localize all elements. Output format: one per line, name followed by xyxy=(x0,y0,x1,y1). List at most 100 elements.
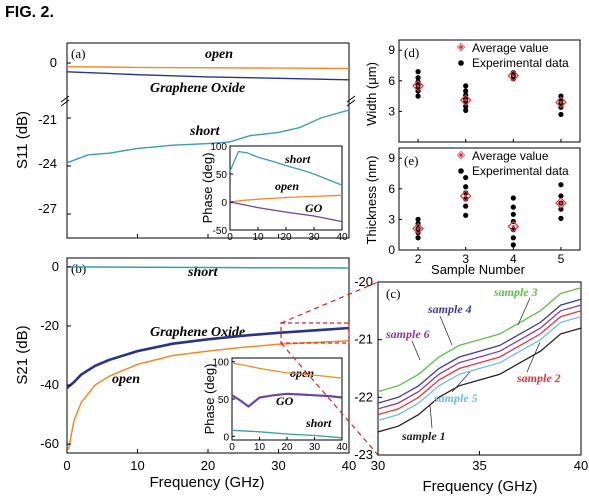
sample-label-pointers xyxy=(411,297,541,429)
panel-d-ytick-label: 9 xyxy=(388,43,395,57)
panel-b-series-graphene-oxide xyxy=(66,326,350,389)
panel-a-ytick: -24 xyxy=(38,156,57,171)
panel-d-experimental-point xyxy=(463,107,469,113)
panel-e-average-marker xyxy=(507,220,520,233)
figure-title: FIG. 2. xyxy=(5,4,54,21)
panel-d-average-point xyxy=(416,84,420,88)
panel-e-frame xyxy=(398,147,581,251)
panel-e-average-marker xyxy=(555,197,567,209)
panel-e-experimental-point xyxy=(415,230,421,236)
panel-e-experimental-point xyxy=(558,215,564,221)
panel-b-ylabel: S21 (dB) xyxy=(14,325,31,384)
panel-d-average-marker xyxy=(459,94,472,107)
panel-a-inset-ytick-label: 100 xyxy=(210,142,227,153)
experimental-marker-icon xyxy=(458,60,464,66)
panel-b-zoom-box xyxy=(280,322,350,344)
panel-d-ytick-label: 6 xyxy=(388,74,395,88)
panel-d-experimental-point xyxy=(415,69,421,75)
panel-a-ytick: -27 xyxy=(38,201,57,216)
panel-e-experimental-point xyxy=(463,203,469,209)
panel-c-series-sample-2 xyxy=(377,310,582,416)
panel-a-inset-ytick-label: 50 xyxy=(216,170,228,181)
panel-b-annotation-open: open xyxy=(112,372,140,387)
panel-a-inset-ytick-label: 0 xyxy=(221,198,227,209)
panel-b-ytick-label: -40 xyxy=(40,377,59,392)
panel-e-label: (e) xyxy=(404,153,418,168)
panel-e-ytick-label: 0 xyxy=(388,243,395,257)
sample-4-label: sample 4 xyxy=(427,302,472,316)
panel-a-ytick: 0 xyxy=(50,55,57,70)
panel-e-ytick-label: 3 xyxy=(388,212,395,226)
panel-d-average-marker xyxy=(507,69,520,82)
panel-d-ytick-label: 3 xyxy=(388,104,395,118)
sample-2-label: sample 2 xyxy=(516,371,561,385)
panel-a-inset-annotation-go: GO xyxy=(305,201,323,215)
panel-c-series-sample-5 xyxy=(377,315,582,422)
panel-a-annotation-open: open xyxy=(205,47,233,62)
panel-d-experimental-point xyxy=(415,79,421,85)
panel-e-average-marker xyxy=(412,222,424,235)
panel-d-experimental-point xyxy=(415,93,421,99)
panel-e-xtick-label: 5 xyxy=(558,252,565,266)
panel-e-experimental-point xyxy=(463,184,469,190)
panel-a: (a) S11 (dB) 0 -21 -24 -27 open Graphene… xyxy=(14,42,356,243)
panel-a-label: (a) xyxy=(71,46,85,61)
panel-a-inset-series-go xyxy=(229,201,343,223)
sample-6-label: sample 6 xyxy=(385,327,430,341)
panel-e-experimental-point xyxy=(558,206,564,212)
zoom-connectors xyxy=(280,281,379,456)
panel-b-inset-xtick-label: 10 xyxy=(254,442,266,453)
panel-a-inset-xtick-label: 0 xyxy=(227,232,233,243)
panel-d-experimental-point xyxy=(463,103,469,109)
panel-b-ytick-label: -60 xyxy=(40,436,59,451)
panel-e-experimental-point xyxy=(463,212,469,218)
panel-e-xtick-label: 4 xyxy=(510,252,517,266)
zoom-connector-bottom xyxy=(280,342,379,456)
panel-a-axis-break xyxy=(60,95,356,107)
panel-b-inset-ytick-label: 50 xyxy=(218,395,230,406)
panel-b-xtick-label: 10 xyxy=(130,458,144,473)
panel-a-inset-xtick-label: 40 xyxy=(336,232,348,243)
panel-d-average-marker xyxy=(412,80,424,92)
panel-a-inset-annotation-open: open xyxy=(275,179,299,193)
panel-d-experimental-point xyxy=(415,75,421,81)
panel-c-ytick-label: -22 xyxy=(354,389,373,404)
panel-b-xtick-label: 40 xyxy=(342,458,356,473)
panel-d-legend-experimental: Experimental data xyxy=(472,56,569,70)
panel-b-inset-xtick-label: 20 xyxy=(281,442,293,453)
panel-a-inset-annotation-short: short xyxy=(284,152,311,166)
panel-d-experimental-point xyxy=(463,83,469,89)
panel-a-inset-xtick-label: 20 xyxy=(280,232,292,243)
panel-d-average-point xyxy=(511,74,515,78)
panel-e-average-point xyxy=(511,225,515,229)
panel-d-average-point xyxy=(464,98,468,102)
panel-b-inset-xtick-label: 30 xyxy=(309,442,321,453)
panel-a-ylabel: S11 (dB) xyxy=(14,111,31,169)
panel-b-inset-series-go xyxy=(231,392,343,408)
panel-c-xtick-label: 30 xyxy=(371,458,385,473)
panel-b-inset-xtick-label: 0 xyxy=(229,442,235,453)
panel-b-label: (b) xyxy=(71,261,86,276)
average-marker-icon: ◈ xyxy=(457,41,466,53)
panel-c-series-sample-4 xyxy=(377,298,582,404)
panel-e-experimental-point xyxy=(510,211,516,217)
panel-e-average-point xyxy=(464,194,468,198)
panel-c-ytick-label: -21 xyxy=(354,332,373,347)
panel-b-ytick-label: 0 xyxy=(52,259,59,274)
panel-b-xtick-label: 30 xyxy=(271,458,285,473)
panel-d-average-marker xyxy=(555,96,567,109)
panel-b-inset-series-open xyxy=(231,362,343,379)
panel-d-experimental-point xyxy=(463,88,469,94)
panel-d-legend: ◈ Average value Experimental data xyxy=(457,41,569,70)
panel-b-inset-annotation-go: GO xyxy=(276,394,294,408)
panel-d-experimental-point xyxy=(558,93,564,99)
panel-e-experimental-point xyxy=(510,195,516,201)
average-marker-icon: ◈ xyxy=(457,149,466,161)
panel-e-experimental-point xyxy=(558,182,564,188)
panel-e: (e) Thickness (nm) Sample Number ◈ Avera… xyxy=(364,147,581,277)
panel-e-experimental-point xyxy=(463,174,469,181)
panel-b-inset-ytick-label: 0 xyxy=(223,432,229,443)
panel-e-experimental-point xyxy=(415,235,421,241)
panel-a-ytick: -21 xyxy=(38,112,57,127)
